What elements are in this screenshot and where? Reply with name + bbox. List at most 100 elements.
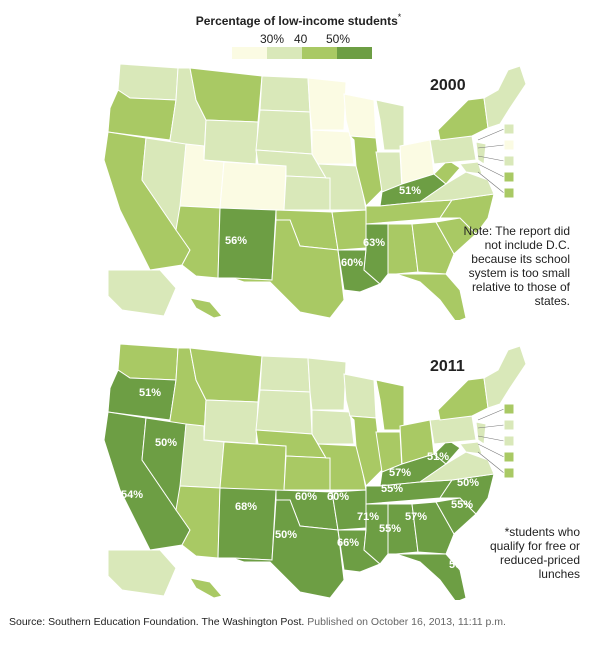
state-maryland	[459, 441, 483, 455]
state-minnesota	[307, 77, 347, 131]
state-label-georgia: 57%	[405, 511, 427, 523]
legend-label-50: 50%	[326, 32, 351, 46]
state-label-nevada: 50%	[155, 437, 177, 449]
title-asterisk: *	[397, 12, 402, 22]
state-label-louisiana: 66%	[337, 537, 359, 549]
state-new-mexico	[217, 487, 277, 561]
state-label-louisiana: 60%	[341, 257, 363, 269]
callout-leader-line	[477, 171, 505, 194]
legend-swatch-over-50	[337, 47, 372, 59]
callout-swatch	[503, 171, 515, 183]
state-label-alabama: 55%	[381, 483, 403, 495]
state-arkansas	[331, 209, 367, 251]
state-alabama	[387, 503, 419, 555]
source-line: Source: Southern Education Foundation. T…	[9, 616, 506, 628]
us-map-2011: 51%50%54%68%60% 60%50%57%51%55% 50%55%71% 5…	[103, 343, 527, 600]
callout-swatch	[503, 419, 515, 431]
state-michigan	[375, 379, 405, 431]
year-2011: 2011	[430, 358, 465, 375]
note-line: reduced-priced	[499, 553, 580, 567]
callout-leader-line	[477, 163, 505, 178]
state-label-new-mexico: 56%	[225, 235, 247, 247]
state-minnesota	[307, 357, 347, 411]
callout-leader-line	[477, 451, 505, 474]
callout-swatch	[503, 155, 515, 167]
callout-leader-line	[477, 155, 505, 162]
state-label-kentucky: 51%	[399, 185, 421, 197]
state-wisconsin	[343, 93, 377, 139]
state-new-york	[437, 97, 489, 141]
state-new-england	[483, 345, 527, 409]
state-iowa	[311, 409, 355, 445]
legend-swatch-30-40	[267, 47, 302, 59]
state-hawaii	[188, 297, 223, 319]
state-new-jersey	[475, 141, 487, 165]
state-label-california: 54%	[121, 489, 143, 501]
callout-swatch	[503, 451, 515, 463]
state-west-virginia	[433, 439, 461, 465]
callout-leader-line	[477, 128, 505, 141]
note-line: relative to those of	[471, 280, 570, 294]
state-label-new-mexico: 68%	[235, 501, 257, 513]
note-line: Note: The report did	[463, 224, 570, 238]
state-label-texas: 50%	[275, 529, 297, 541]
state-pennsylvania	[429, 415, 477, 445]
state-hawaii	[188, 577, 223, 599]
state-michigan	[375, 99, 405, 151]
note-students: *students who qualify for free or reduce…	[400, 525, 580, 581]
state-label-tennessee: 57%	[389, 467, 411, 479]
note-line: because its school	[471, 252, 570, 266]
state-wyoming	[203, 119, 259, 165]
state-label-oklahoma: 60%	[295, 491, 317, 503]
callout-swatch	[503, 187, 515, 199]
state-west-virginia	[433, 159, 461, 185]
state-washington	[117, 63, 179, 101]
note-line: not include D.C.	[484, 238, 570, 252]
title-text: Percentage of low-income students	[195, 14, 398, 28]
state-alaska	[107, 269, 177, 317]
state-label-florida: 56%	[449, 559, 471, 571]
state-florida	[395, 553, 467, 600]
callout-swatch	[503, 467, 515, 479]
callout-leader-line	[477, 424, 505, 429]
note-line: *students who	[504, 525, 580, 539]
callout-swatch	[503, 435, 515, 447]
state-colorado	[219, 441, 287, 493]
state-alabama	[387, 223, 419, 275]
callout-leader-line	[477, 443, 505, 458]
state-alaska	[107, 549, 177, 597]
note-dc: Note: The report did not include D.C. be…	[390, 224, 570, 308]
callout-leader-line	[477, 435, 505, 442]
state-tennessee	[365, 479, 453, 505]
callout-swatch	[503, 123, 515, 135]
callout-swatch	[503, 403, 515, 415]
state-label-oregon: 51%	[139, 387, 161, 399]
published-date: Published on October 16, 2013, 11:11 p.m…	[307, 616, 506, 628]
note-line: states.	[534, 294, 570, 308]
state-wisconsin	[343, 373, 377, 419]
legend-label-40: 40	[294, 32, 308, 46]
state-south-dakota	[255, 389, 313, 435]
state-label-alabama: 55%	[379, 523, 401, 535]
state-new-york	[437, 377, 489, 421]
state-pennsylvania	[429, 135, 477, 165]
state-label-mississippi: 71%	[357, 511, 379, 523]
state-georgia	[411, 501, 455, 555]
callout-swatch	[503, 139, 515, 151]
state-colorado	[219, 161, 287, 213]
state-label-arkansas: 60%	[327, 491, 349, 503]
state-kansas	[283, 175, 331, 211]
us-map-2000: 51% 56% 63%60%	[103, 63, 527, 320]
note-line: system is too small	[468, 266, 570, 280]
state-north-dakota	[259, 75, 311, 113]
state-texas	[231, 499, 345, 599]
state-iowa	[311, 129, 355, 165]
state-kansas	[283, 455, 331, 491]
source-text: Source: Southern Education Foundation. T…	[9, 616, 305, 628]
map-title: Percentage of low-income students*	[0, 12, 597, 28]
state-texas	[231, 219, 345, 319]
state-new-england	[483, 65, 527, 129]
state-florida	[395, 273, 467, 320]
state-label-west-virginia: 51%	[427, 451, 449, 463]
legend: 30% 40 50%	[232, 32, 372, 60]
